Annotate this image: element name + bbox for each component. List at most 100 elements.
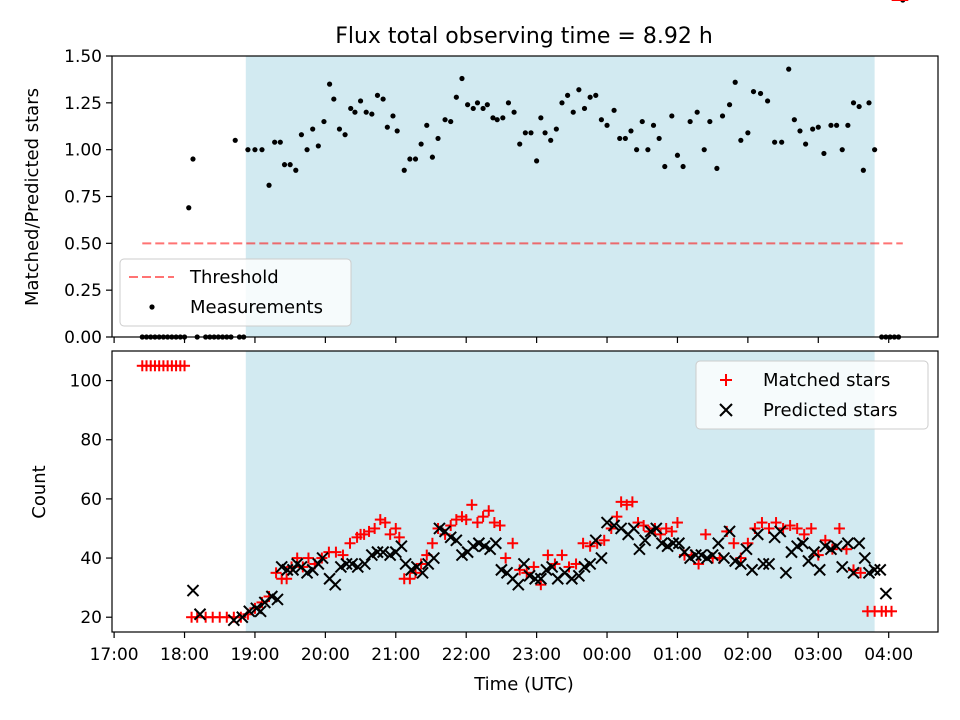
matched-star-point [756, 517, 768, 529]
measurement-point [315, 143, 321, 149]
measurement-point [565, 92, 571, 98]
predicted-star-point [316, 551, 329, 565]
predicted-star-point [607, 519, 621, 532]
predicted-star-point [376, 545, 390, 559]
x-tick-label: 22:00 [442, 645, 491, 665]
bottom-y-axis-label: Count [29, 465, 50, 518]
predicted-star-point [836, 560, 849, 574]
predicted-star-point [807, 545, 821, 559]
measurement-point [474, 100, 481, 106]
measurement-point [786, 66, 792, 72]
matched-star-point [700, 528, 712, 540]
matched-star-point [886, 605, 898, 617]
measurement-point [719, 113, 726, 119]
measurement-point [511, 109, 517, 115]
measurement-point [448, 118, 454, 125]
matched-star-point [611, 511, 623, 523]
measurement-point [304, 147, 310, 153]
chart-title: Flux total observing time = 8.92 h [335, 24, 713, 49]
top-y-tick-label: 1.50 [64, 47, 102, 67]
measurement-point [687, 118, 693, 125]
measurement-point [866, 100, 872, 106]
bottom-plot-frame [111, 350, 939, 633]
predicted-star-point [358, 557, 372, 571]
measurement-point [326, 81, 333, 87]
matched-star-point [791, 522, 803, 534]
measurement-point [714, 165, 720, 171]
matched-star-point [556, 549, 568, 561]
measurement-point [764, 98, 771, 104]
matched-star-point [179, 360, 191, 372]
bottom-legend: Matched stars Predicted stars [695, 360, 929, 430]
matched-star-point [577, 537, 589, 549]
matched-star-point [833, 522, 845, 534]
measurement-point [534, 158, 540, 164]
predicted-star-point [565, 572, 579, 585]
predicted-stars-series [186, 516, 893, 627]
predicted-star-point [706, 548, 719, 562]
measurement-point [622, 135, 628, 142]
x-tick-label: 18:00 [160, 645, 209, 665]
predicted-star-point [395, 540, 408, 553]
measurement-point [639, 118, 645, 125]
predicted-star-point [650, 522, 663, 535]
measurement-point [694, 109, 700, 115]
measurement-point [833, 122, 840, 128]
matched-star-point [379, 517, 391, 529]
predicted-star-point [847, 566, 860, 580]
measurement-point [453, 94, 459, 100]
measurement-point [745, 130, 751, 136]
predicted-star-point [600, 516, 614, 529]
matched-star-point [450, 514, 462, 526]
matched-star-point [805, 522, 817, 534]
predicted-star-point [802, 554, 815, 568]
measurement-point [872, 147, 878, 153]
matched-star-point [483, 505, 495, 517]
measurement-point [442, 117, 448, 123]
measurement-point [298, 132, 305, 138]
matched-star-point [514, 564, 526, 576]
predicted-star-point [841, 537, 855, 550]
matched-star-point [270, 567, 282, 579]
matched-star-point [494, 520, 506, 532]
measurement-point [480, 105, 486, 112]
matched-star-point [477, 511, 489, 523]
measurement-point [272, 139, 278, 145]
measurement-point [281, 162, 288, 168]
measurement-point [321, 118, 327, 125]
measurement-point [310, 126, 316, 132]
measurement-point [553, 126, 559, 132]
matched-star-point [655, 528, 667, 540]
measurement-point [252, 147, 258, 153]
predicted-star-point [712, 537, 725, 550]
measurement-point [803, 141, 809, 147]
measurement-point [772, 139, 778, 145]
measurement-point [656, 135, 662, 142]
predicted-star-point [751, 528, 764, 541]
predicted-star-point [186, 584, 200, 597]
matched-star-point [393, 531, 405, 543]
measurement-point [331, 96, 337, 102]
measurement-point [484, 102, 490, 108]
bottom-y-tick-label: 80 [80, 431, 102, 451]
measurement-point [821, 150, 827, 157]
measurement-point [293, 167, 299, 173]
top-panel: 0.00 0.25 0.50 0.75 1.00 1.25 1.50 Matched/Pre… [22, 0, 939, 348]
measurement-point [459, 75, 465, 82]
bottom-y-tick-label: 100 [70, 372, 102, 392]
measurement-point [779, 139, 785, 145]
predicted-star-point [723, 525, 736, 538]
top-legend: Threshold Measurements [119, 258, 352, 327]
matched-star-point [337, 549, 349, 561]
matched-star-point [666, 525, 678, 537]
predicted-star-point [517, 557, 531, 571]
measurement-point [791, 117, 797, 123]
measurement-point [384, 124, 390, 130]
measurement-point [336, 126, 343, 132]
measurement-point [604, 122, 610, 128]
measurement-point [669, 113, 675, 119]
matched-star-point [570, 558, 582, 570]
measurement-point [593, 92, 599, 98]
measurement-point [598, 117, 605, 123]
matched-star-point [615, 496, 627, 508]
